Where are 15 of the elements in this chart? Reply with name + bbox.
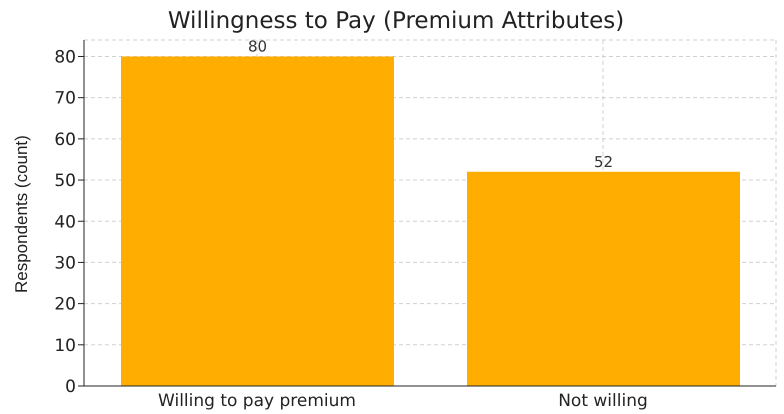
y-tick-label: 60 — [54, 130, 76, 150]
y-tick-label: 40 — [54, 212, 76, 232]
y-tick-label: 80 — [54, 48, 76, 68]
y-axis-title: Respondents (count) — [12, 135, 32, 293]
y-tick-label: 20 — [54, 294, 76, 315]
y-tick-label: 70 — [54, 88, 76, 109]
y-tick-label: 0 — [65, 377, 76, 398]
x-tick-label: Willing to pay premium — [158, 391, 356, 412]
chart-title: Willingness to Pay (Premium Attributes) — [166, 8, 626, 34]
y-tick-label: 10 — [54, 336, 76, 356]
x-tick-label: Not willing — [558, 391, 648, 412]
data-label: 80 — [248, 37, 268, 56]
y-tick-label: 50 — [54, 171, 76, 192]
data-label: 52 — [594, 152, 614, 171]
y-tick-label: 30 — [54, 253, 76, 274]
